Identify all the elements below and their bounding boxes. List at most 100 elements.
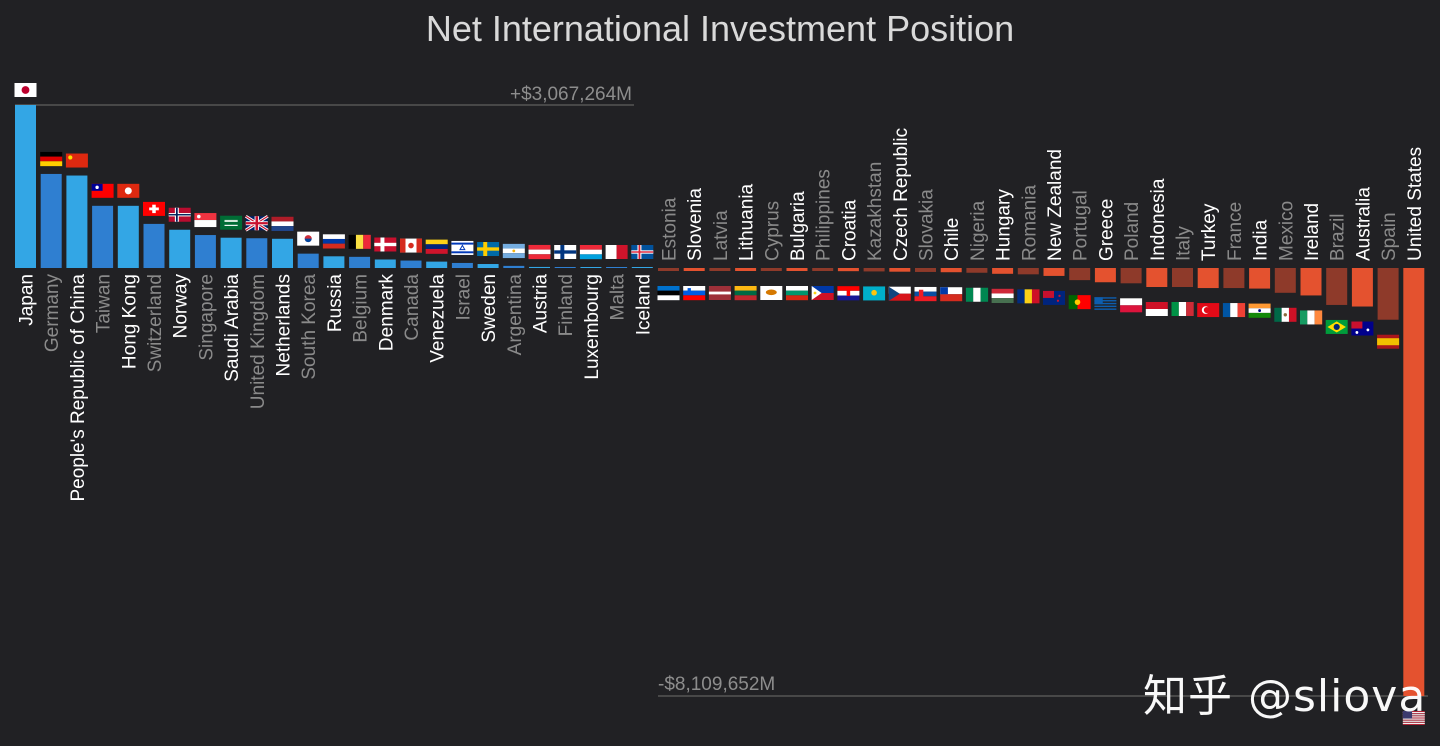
venezuela-flag-icon	[425, 239, 448, 254]
bar-label: Slovakia	[917, 189, 938, 261]
bar-label: Luxembourg	[582, 274, 603, 380]
bar-label: Romania	[1019, 185, 1040, 261]
bar	[966, 268, 988, 273]
mexico-flag-icon	[1274, 307, 1297, 322]
hong-kong-flag-icon	[117, 183, 140, 198]
bar-label: India	[1251, 219, 1272, 261]
china-flag-icon	[65, 153, 88, 168]
bar	[246, 238, 268, 268]
bar-label: Portugal	[1071, 190, 1092, 261]
bar	[812, 268, 834, 271]
bar-label: Greece	[1096, 199, 1117, 261]
philippines-flag-icon	[811, 286, 834, 300]
bar	[1017, 268, 1039, 275]
portugal-flag-icon	[1068, 295, 1091, 310]
united-kingdom-flag-icon	[244, 214, 269, 232]
bar	[117, 205, 139, 268]
bar-label: Netherlands	[274, 274, 295, 376]
lithuania-flag-icon	[734, 286, 757, 301]
bar	[477, 264, 499, 268]
austria-flag-icon	[528, 244, 551, 260]
bar-label: Russia	[325, 274, 346, 333]
bar-label: Indonesia	[1148, 178, 1169, 261]
cyprus-flag-icon	[760, 286, 783, 300]
slovenia-flag-icon	[683, 286, 706, 301]
indonesia-flag-icon	[1145, 301, 1168, 316]
hungary-flag-icon	[991, 288, 1014, 304]
bar	[1223, 268, 1245, 289]
south-korea-flag-icon	[297, 231, 320, 246]
spain-flag-icon	[1377, 334, 1400, 349]
bar	[631, 267, 653, 268]
bar-label: Slovenia	[685, 188, 706, 261]
bar-label: Lithuania	[737, 183, 758, 261]
bar	[1094, 268, 1116, 283]
chile-flag-icon	[940, 287, 963, 302]
kazakhstan-flag-icon	[863, 286, 886, 301]
bar-label: Canada	[402, 274, 423, 341]
bar	[143, 223, 165, 268]
czech-republic-flag-icon	[888, 286, 911, 301]
bar-label: Iceland	[633, 274, 654, 335]
bar	[1120, 268, 1142, 284]
bar-label: Brazil	[1328, 213, 1349, 261]
canada-flag-icon	[400, 238, 422, 253]
bar	[40, 173, 62, 268]
bar-label: Saudi Arabia	[222, 274, 243, 382]
bar-label: People's Republic of China	[68, 274, 89, 502]
bar	[1197, 268, 1219, 289]
bar	[735, 268, 757, 271]
italy-flag-icon	[1171, 301, 1194, 316]
bar-label: Argentina	[505, 274, 526, 356]
bar-label: Czech Republic	[891, 128, 912, 261]
bar	[92, 205, 114, 268]
bar	[529, 266, 550, 268]
bar-label: United Kingdom	[248, 274, 269, 409]
bar	[709, 268, 731, 271]
bar	[1043, 268, 1065, 276]
bar	[1351, 268, 1373, 307]
bar	[1172, 268, 1193, 287]
bar-label: Bulgaria	[788, 191, 809, 261]
bar-label: Philippines	[814, 169, 835, 261]
japan-flag-icon	[14, 83, 37, 97]
bar	[169, 229, 191, 268]
bar	[297, 253, 319, 268]
bar-label: France	[1225, 202, 1246, 261]
bar	[658, 268, 679, 271]
israel-flag-icon	[451, 240, 474, 255]
bar-label: Venezuela	[428, 274, 449, 363]
switzerland-flag-icon	[143, 201, 165, 216]
bar	[15, 105, 36, 268]
bar	[220, 237, 242, 268]
bar-label: Spain	[1379, 212, 1400, 261]
bar	[451, 262, 473, 268]
bar-label: Hong Kong	[119, 274, 140, 369]
bar	[837, 268, 859, 272]
latvia-flag-icon	[708, 286, 731, 300]
bar-label: Croatia	[839, 199, 860, 261]
india-flag-icon	[1248, 303, 1271, 318]
bar	[1326, 268, 1348, 305]
finland-flag-icon	[554, 245, 577, 259]
bar-label: Mexico	[1276, 201, 1297, 261]
australia-flag-icon	[1351, 321, 1374, 336]
norway-flag-icon	[168, 207, 191, 222]
bar-label: Singapore	[196, 274, 217, 361]
bar-label: Taiwan	[94, 274, 115, 333]
bar-label: Chile	[942, 218, 963, 261]
bar	[863, 268, 885, 272]
france-flag-icon	[1222, 303, 1246, 318]
bulgaria-flag-icon	[786, 286, 808, 301]
bar	[1300, 268, 1322, 296]
bar	[426, 261, 448, 268]
belgium-flag-icon	[348, 234, 371, 249]
bar	[940, 268, 962, 273]
bar-label: Ireland	[1302, 203, 1323, 261]
greece-flag-icon	[1094, 297, 1117, 310]
bar	[580, 267, 602, 268]
bar	[194, 235, 216, 268]
estonia-flag-icon	[657, 286, 680, 301]
bar	[349, 256, 371, 268]
